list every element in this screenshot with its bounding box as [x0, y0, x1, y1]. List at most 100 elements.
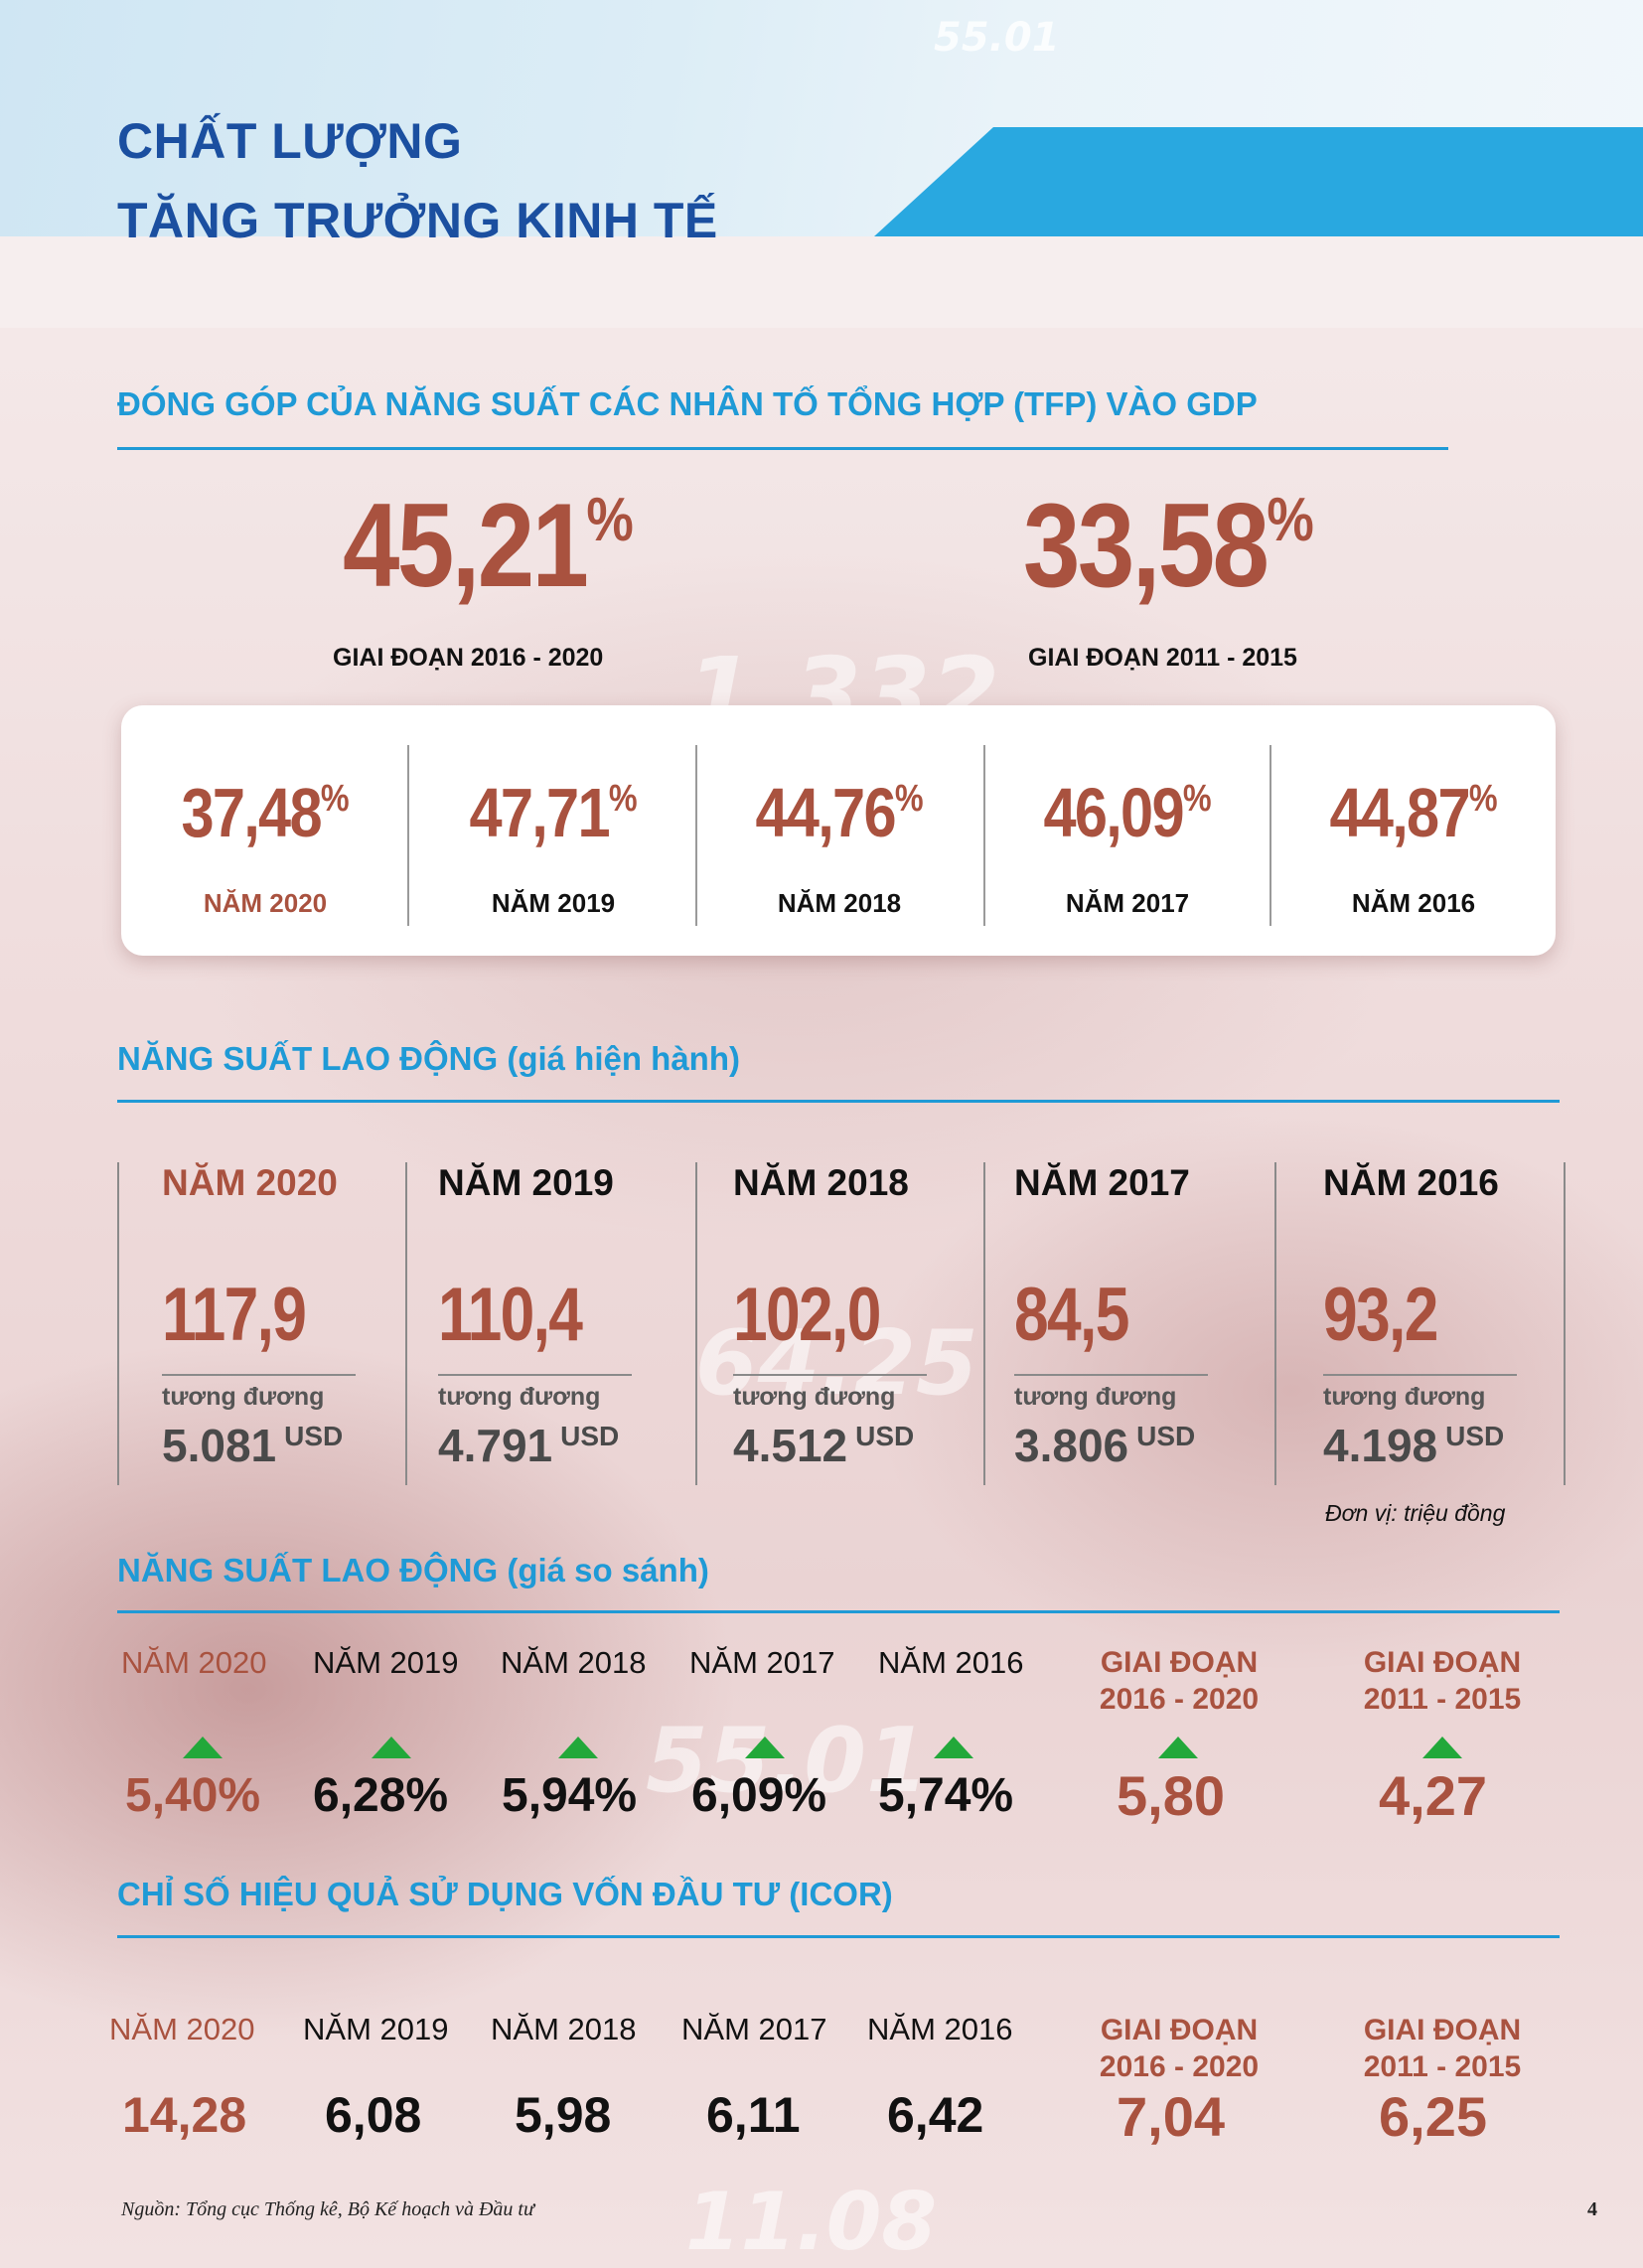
tfp-year-label: NĂM 2016: [1351, 888, 1476, 918]
equivalent-label: tương đương: [733, 1383, 896, 1411]
labor-constant-value: 6,28%: [313, 1769, 449, 1822]
labor-current-value: 117,9: [162, 1273, 307, 1357]
value-underline: [438, 1374, 632, 1376]
icor-value: 6,08: [325, 2087, 422, 2143]
icor-year-label: NĂM 2017: [681, 2012, 827, 2046]
labor-constant-year-label: NĂM 2018: [501, 1645, 647, 1680]
icor-period-value: 6,25: [1379, 2085, 1487, 2148]
labor-constant-period-value: 4,27: [1379, 1764, 1487, 1827]
icor-value: 6,42: [887, 2087, 984, 2143]
page-number: 4: [1587, 2198, 1597, 2220]
labor-constant-period-label: GIAI ĐOẠN 2016 - 2020: [1099, 1646, 1260, 1716]
equivalent-label: tương đương: [438, 1383, 601, 1411]
usd-equivalent: 5.081 USD: [162, 1420, 344, 1471]
column-divider: [117, 1162, 119, 1485]
tfp-section-rule: [117, 447, 1448, 450]
icor-value: 5,98: [515, 2087, 612, 2143]
tfp-period-b-label: GIAI ĐOẠN 2011 - 2015: [1028, 644, 1297, 672]
column-divider: [405, 1162, 407, 1485]
card-divider: [1270, 745, 1271, 926]
labor-current-value: 102,0: [733, 1273, 881, 1357]
tfp-year-label: NĂM 2018: [777, 888, 902, 918]
labor-constant-value: 5,40%: [125, 1769, 261, 1822]
value-underline: [733, 1374, 927, 1376]
card-divider: [983, 745, 985, 926]
icor-section-title: CHỈ SỐ HIỆU QUẢ SỬ DỤNG VỐN ĐẦU TƯ (ICOR…: [117, 1876, 893, 1912]
up-arrow-icon: [372, 1737, 411, 1758]
icor-year-label: NĂM 2020: [109, 2012, 255, 2046]
up-arrow-icon: [745, 1737, 785, 1758]
labor-current-year-label: NĂM 2018: [733, 1162, 909, 1203]
icor-period-label: GIAI ĐOẠN 2011 - 2015: [1363, 2014, 1522, 2083]
card-divider: [695, 745, 697, 926]
background-number: 64.25: [695, 1311, 978, 1416]
labor-constant-section-title: NĂNG SUẤT LAO ĐỘNG (giá so sánh): [117, 1552, 709, 1588]
tfp-year-value: 47,71%: [469, 774, 638, 851]
equivalent-label: tương đương: [1323, 1383, 1486, 1411]
header-background-number: 55.01: [934, 15, 1060, 61]
labor-current-year-label: NĂM 2020: [162, 1162, 338, 1203]
usd-equivalent: 4.791 USD: [438, 1420, 620, 1471]
labor-constant-period-label: GIAI ĐOẠN 2011 - 2015: [1363, 1646, 1522, 1716]
up-arrow-icon: [558, 1737, 598, 1758]
labor-current-year-label: NĂM 2019: [438, 1162, 614, 1203]
up-arrow-icon: [1422, 1737, 1462, 1758]
background-number: 55.01: [646, 1709, 929, 1813]
column-divider: [983, 1162, 985, 1485]
usd-equivalent: 4.512 USD: [733, 1420, 915, 1471]
header-bottom-edge: [0, 236, 1643, 328]
labor-current-value: 84,5: [1014, 1273, 1129, 1357]
icor-year-label: NĂM 2016: [867, 2012, 1013, 2046]
tfp-period-a-label: GIAI ĐOẠN 2016 - 2020: [333, 644, 604, 672]
up-arrow-icon: [1158, 1737, 1198, 1758]
unit-note: Đơn vị: triệu đồng: [1325, 1500, 1506, 1526]
tfp-period-a-value: 45,21%: [343, 479, 634, 612]
column-divider: [1564, 1162, 1566, 1485]
icor-period-value: 7,04: [1117, 2085, 1225, 2148]
labor-current-section-title: NĂNG SUẤT LAO ĐỘNG (giá hiện hành): [117, 1040, 740, 1077]
labor-constant-value: 6,09%: [691, 1769, 827, 1822]
tfp-year-label: NĂM 2019: [491, 888, 616, 918]
up-arrow-icon: [183, 1737, 223, 1758]
labor-current-section-rule: [117, 1100, 1560, 1103]
page-title-line1: CHẤT LƯỢNG: [117, 113, 463, 169]
tfp-year-item: 47,71% NĂM 2019: [409, 705, 697, 956]
tfp-year-value: 44,87%: [1329, 774, 1498, 851]
labor-current-value: 93,2: [1323, 1273, 1438, 1357]
icor-section-rule: [117, 1935, 1560, 1938]
labor-constant-section-rule: [117, 1610, 1560, 1613]
tfp-year-item: 46,09% NĂM 2017: [983, 705, 1271, 956]
icor-year-label: NĂM 2019: [303, 2012, 449, 2046]
header-blue-tab: [874, 127, 1643, 236]
usd-equivalent: 3.806 USD: [1014, 1420, 1196, 1471]
icor-year-label: NĂM 2018: [491, 2012, 637, 2046]
tfp-year-value: 46,09%: [1043, 774, 1212, 851]
page-title-line2: TĂNG TRƯỞNG KINH TẾ: [117, 193, 718, 248]
labor-current-year-label: NĂM 2016: [1323, 1162, 1499, 1203]
background-number: 11.08: [685, 2176, 938, 2268]
tfp-year-label: NĂM 2017: [1065, 888, 1190, 918]
tfp-year-item: 37,48% NĂM 2020: [121, 705, 409, 956]
column-divider: [695, 1162, 697, 1485]
tfp-yearly-card: 37,48% NĂM 2020 47,71% NĂM 2019 44,76% N…: [121, 705, 1556, 956]
tfp-year-item: 44,87% NĂM 2016: [1270, 705, 1558, 956]
icor-value: 14,28: [122, 2087, 247, 2143]
labor-constant-value: 5,94%: [502, 1769, 638, 1822]
tfp-period-b-value: 33,58%: [1023, 479, 1314, 612]
source-note: Nguồn: Tổng cục Thống kê, Bộ Kế hoạch và…: [121, 2198, 534, 2220]
labor-constant-year-label: NĂM 2016: [878, 1645, 1024, 1680]
labor-constant-value: 5,74%: [878, 1769, 1014, 1822]
tfp-section-title: ĐÓNG GÓP CỦA NĂNG SUẤT CÁC NHÂN TỐ TỔNG …: [117, 385, 1258, 422]
labor-constant-year-label: NĂM 2017: [689, 1645, 835, 1680]
tfp-year-value: 44,76%: [755, 774, 924, 851]
equivalent-label: tương đương: [162, 1383, 325, 1411]
column-divider: [1274, 1162, 1276, 1485]
tfp-year-label: NĂM 2020: [203, 888, 328, 918]
value-underline: [1014, 1374, 1208, 1376]
value-underline: [1323, 1374, 1517, 1376]
tfp-year-item: 44,76% NĂM 2018: [695, 705, 983, 956]
value-underline: [162, 1374, 356, 1376]
labor-constant-year-label: NĂM 2020: [121, 1645, 267, 1680]
tfp-year-value: 37,48%: [181, 774, 350, 851]
